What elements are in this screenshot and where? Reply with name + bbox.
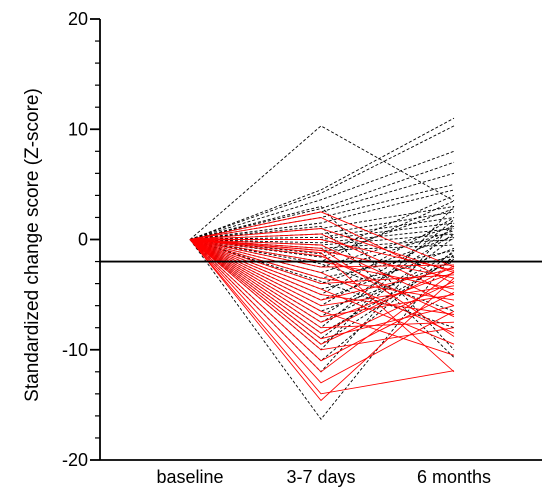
red-solid-line-28 <box>189 239 455 402</box>
y-tick-label--20: -20 <box>62 450 88 470</box>
black-dashed-line-40 <box>189 239 455 312</box>
red-solid-line-7 <box>189 239 455 318</box>
red-solid-line-15 <box>189 239 455 301</box>
y-tick-label-10: 10 <box>68 119 88 139</box>
red-solid-line-25 <box>189 239 455 362</box>
y-axis-label: Standardized change score (Z-score) <box>22 88 43 402</box>
red-solid-line-23 <box>189 239 455 345</box>
red-solid-line-21 <box>189 239 455 334</box>
red-solid-line-22 <box>189 239 455 340</box>
black-dashed-line-0 <box>189 125 455 240</box>
series-lines <box>189 117 455 420</box>
black-dashed-line-3 <box>189 150 455 240</box>
x-tick-label-0: baseline <box>156 467 223 487</box>
red-solid-line-6 <box>189 239 455 279</box>
black-dashed-line-17 <box>189 208 455 258</box>
red-solid-line-2 <box>189 228 455 274</box>
red-solid-line-20 <box>189 239 455 329</box>
red-solid-line-29 <box>189 239 455 395</box>
y-tick-label-20: 20 <box>68 9 88 29</box>
red-solid-line-9 <box>189 239 455 268</box>
red-solid-line-17 <box>189 239 455 356</box>
red-solid-line-5 <box>189 239 455 307</box>
black-dashed-line-32 <box>189 236 455 340</box>
x-tick-label-2: 6 months <box>417 467 491 487</box>
red-solid-line-19 <box>189 239 455 323</box>
black-dashed-line-12 <box>189 228 455 244</box>
red-solid-line-14 <box>189 239 455 315</box>
axes: 20 10 0 -10 -20 baseline 3-7 days 6 months <box>62 9 542 487</box>
x-tick-label-1: 3-7 days <box>286 467 355 487</box>
y-tick-label--10: -10 <box>62 340 88 360</box>
red-solid-line-0 <box>189 211 455 268</box>
red-solid-line-30 <box>189 239 455 373</box>
black-dashed-line-5 <box>189 172 455 240</box>
red-solid-line-10 <box>189 239 455 334</box>
red-solid-line-13 <box>189 239 455 345</box>
black-dashed-line-37 <box>189 239 455 420</box>
red-solid-line-12 <box>189 239 455 285</box>
black-dashed-line-41 <box>189 239 455 329</box>
red-solid-line-31 <box>189 239 455 337</box>
red-solid-line-26 <box>189 239 455 373</box>
black-dashed-line-10 <box>189 217 455 240</box>
black-dashed-line-19 <box>189 225 455 268</box>
red-solid-line-27 <box>189 239 455 384</box>
black-dashed-line-7 <box>189 189 455 240</box>
black-dashed-line-39 <box>189 225 455 358</box>
black-dashed-line-16 <box>189 194 455 255</box>
black-dashed-line-2 <box>189 125 455 240</box>
black-dashed-line-1 <box>189 117 455 240</box>
red-solid-line-3 <box>189 233 455 296</box>
red-solid-line-4 <box>190 239 455 271</box>
y-tick-label-0: 0 <box>78 230 88 250</box>
